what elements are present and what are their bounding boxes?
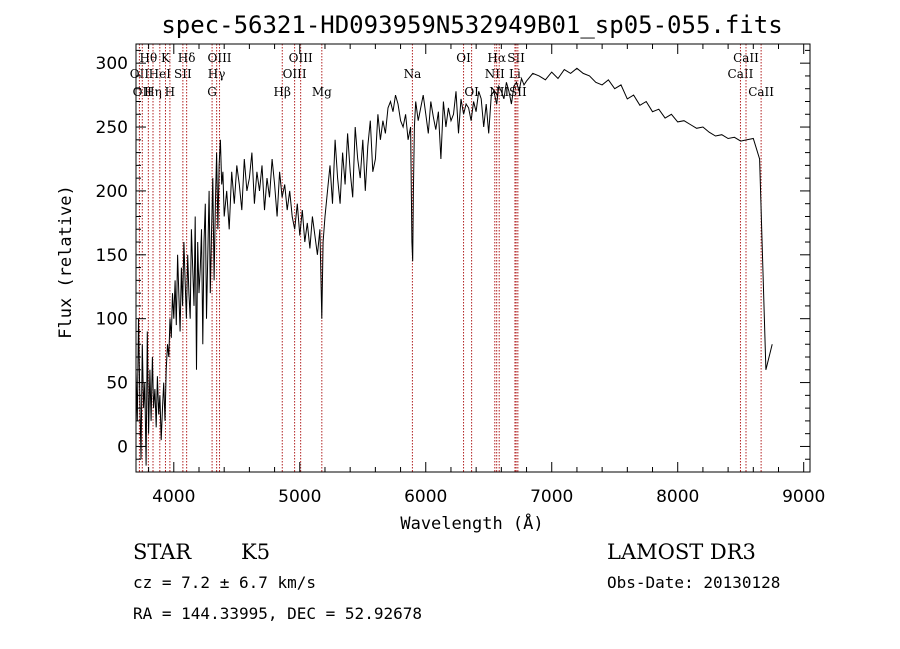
line-marker-label-4: HeI xyxy=(149,67,172,81)
y-tick-label-1: 50 xyxy=(106,374,128,394)
line-marker-label-22: Li xyxy=(509,67,521,81)
line-marker-label-12: Hβ xyxy=(274,85,291,99)
x-tick-label-3: 7000 xyxy=(530,487,573,507)
x-tick-label-1: 5000 xyxy=(278,487,321,507)
coordinates: RA = 144.33995, DEC = 52.92678 xyxy=(133,604,422,623)
line-marker-label-23: SII xyxy=(507,51,525,65)
x-axis-label: Wavelength (Å) xyxy=(400,512,543,534)
spectrum-plot xyxy=(135,67,773,466)
line-marker-label-10: Hγ xyxy=(208,67,226,81)
line-marker-label-26: CaII xyxy=(733,51,759,65)
line-marker-label-8: Hδ xyxy=(178,51,196,65)
x-tick-label-2: 6000 xyxy=(404,487,447,507)
spectrum-line xyxy=(135,67,773,466)
observation-date: Obs-Date: 20130128 xyxy=(607,573,780,592)
y-axis-ticks: 0 50 100 150 200 250 300 xyxy=(96,49,810,460)
line-marker-label-9: G xyxy=(207,85,217,99)
spectral-subclass: K5 xyxy=(241,540,270,564)
line-marker-label-16: Na xyxy=(404,67,422,81)
line-marker-label-7: SII xyxy=(174,67,192,81)
redshift-velocity: cz = 7.2 ± 6.7 km/s xyxy=(133,573,316,592)
x-tick-label-4: 8000 xyxy=(656,487,699,507)
line-marker-label-0: OII xyxy=(130,67,150,81)
y-tick-label-6: 300 xyxy=(96,54,128,74)
y-tick-label-5: 250 xyxy=(96,118,128,138)
line-marker-label-25: CaII xyxy=(728,67,754,81)
y-tick-label-3: 150 xyxy=(96,246,128,266)
y-tick-label-4: 200 xyxy=(96,182,128,202)
line-marker-label-11: OIII xyxy=(207,51,231,65)
survey-name: LAMOST DR3 xyxy=(607,540,756,564)
x-tick-label-0: 4000 xyxy=(152,487,195,507)
line-marker-label-18: OI xyxy=(464,85,479,99)
chart-title: spec-56321-HD093959N532949B01_sp05-055.f… xyxy=(161,11,782,39)
line-marker-label-20: Hα xyxy=(487,51,506,65)
line-marker-label-15: Mg xyxy=(312,85,332,99)
line-marker-label-13: OIII xyxy=(283,67,307,81)
line-marker-label-19: NII xyxy=(485,67,505,81)
line-marker-label-14: OIII xyxy=(289,51,313,65)
line-marker-label-17: OI xyxy=(456,51,471,65)
plot-frame xyxy=(135,43,811,473)
y-axis-label: Flux (relative) xyxy=(56,185,76,339)
line-marker-label-27: CaII xyxy=(748,85,774,99)
y-tick-label-2: 100 xyxy=(96,310,128,330)
spectral-line-markers: OIIOIIHθHηHeIKHSIIHδGHγOIIIHβOIIIOIIIMgN… xyxy=(130,44,774,472)
object-class: STAR xyxy=(133,540,192,564)
y-tick-label-0: 0 xyxy=(117,437,128,457)
line-marker-label-6: H xyxy=(165,85,175,99)
x-axis-ticks: 4000 5000 6000 7000 8000 9000 xyxy=(148,44,825,507)
line-marker-label-5: K xyxy=(161,51,171,65)
line-marker-label-3: Hη xyxy=(144,85,162,99)
x-tick-label-5: 9000 xyxy=(782,487,825,507)
